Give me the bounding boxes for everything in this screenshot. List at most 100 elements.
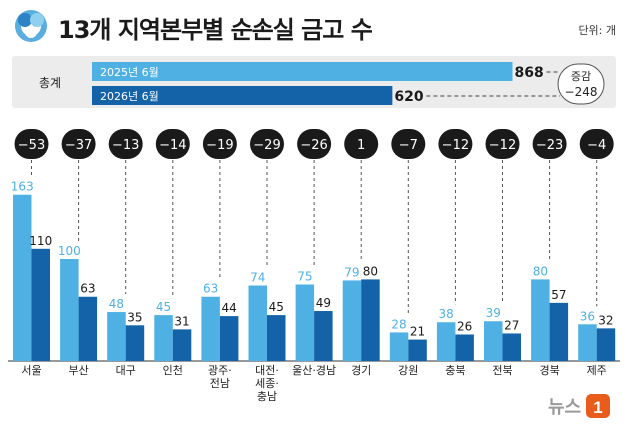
- value-label-2026: 44: [222, 301, 237, 315]
- value-label-2025: 45: [156, 300, 171, 314]
- bar-2025: [107, 312, 126, 361]
- change-value: −4: [587, 138, 606, 153]
- bar-2026: [31, 248, 50, 361]
- change-pill: [250, 129, 284, 159]
- news-logo-icon: [15, 10, 47, 42]
- brand-logo: 뉴스 1: [548, 394, 610, 418]
- bar-2026: [125, 325, 145, 361]
- change-pill: [485, 129, 520, 159]
- bar-2025: [436, 322, 456, 361]
- bar-2025: [342, 280, 362, 361]
- change-value: −53: [18, 138, 45, 153]
- value-label-2026: 31: [174, 314, 189, 328]
- value-label-2026: 45: [269, 300, 284, 314]
- summary-bar: [92, 86, 393, 105]
- summary-change-label: 증감: [571, 70, 591, 83]
- bar-2026: [78, 296, 98, 361]
- bar-2026: [596, 328, 616, 361]
- change-value: −7: [399, 138, 418, 153]
- value-label-2025: 38: [439, 307, 454, 321]
- bar-2025: [531, 279, 550, 361]
- bar-2026: [314, 311, 333, 361]
- chart-title: 13개 지역본부별 순손실 금고 수: [58, 16, 373, 44]
- change-value: −19: [206, 138, 233, 153]
- value-label-2026: 110: [29, 234, 52, 248]
- bar-2026: [502, 333, 521, 361]
- category-label: 서울: [21, 364, 41, 377]
- value-label-2025: 79: [344, 265, 359, 279]
- brand-name: 뉴스: [548, 397, 581, 417]
- brand-mark-badge: [586, 394, 610, 418]
- category-label: 충북: [445, 364, 465, 377]
- value-label-2026: 49: [316, 296, 331, 310]
- change-pill: [155, 129, 190, 159]
- category-label: 광주·: [208, 364, 232, 377]
- category-label: 강원: [398, 364, 418, 377]
- change-pill: [297, 129, 332, 159]
- change-pill: [532, 129, 567, 159]
- bar-2025: [154, 315, 173, 361]
- bar-2025: [248, 285, 267, 361]
- bar-2025: [389, 332, 409, 361]
- summary-bar-value: 868: [514, 65, 543, 81]
- category-label: 전북: [492, 364, 512, 377]
- value-label-2026: 35: [127, 310, 142, 324]
- unit-label: 단위: 개: [578, 24, 616, 37]
- bar-2025: [484, 321, 503, 361]
- category-label: 경북: [539, 364, 559, 377]
- category-label: 인천: [163, 363, 183, 377]
- summary-change-pill: [557, 63, 605, 105]
- change-value: −23: [536, 138, 563, 153]
- value-label-2025: 48: [109, 297, 124, 311]
- change-pill: [14, 129, 49, 159]
- change-value: −37: [65, 138, 92, 153]
- change-pill: [391, 129, 426, 159]
- category-label: 대구: [116, 364, 136, 377]
- bar-2026: [455, 334, 474, 361]
- bar-2026: [549, 302, 569, 361]
- change-pill: [61, 129, 96, 159]
- bar-2026: [267, 315, 286, 361]
- bar-2026: [361, 279, 380, 361]
- value-label-2026: 63: [80, 282, 95, 296]
- summary-bar-value: 620: [394, 89, 423, 105]
- category-label: 부산: [68, 364, 88, 377]
- change-pill: [579, 129, 614, 159]
- value-label-2026: 21: [410, 325, 425, 339]
- summary-bar-label: 2026년 6월: [100, 90, 159, 103]
- category-label: 세종·: [255, 377, 279, 390]
- value-label-2025: 74: [250, 271, 265, 285]
- change-value: −14: [159, 138, 186, 153]
- value-label-2026: 32: [598, 313, 613, 327]
- value-label-2025: 63: [203, 282, 218, 296]
- change-value: −12: [489, 138, 516, 153]
- category-label: 제주: [587, 364, 607, 377]
- value-label-2025: 28: [391, 317, 406, 331]
- summary-change-value: −248: [565, 85, 598, 99]
- value-label-2025: 80: [533, 264, 548, 278]
- summary-label: 총계: [39, 76, 61, 90]
- bar-2026: [219, 316, 239, 361]
- value-label-2026: 80: [363, 264, 378, 278]
- bar-2026: [408, 339, 427, 361]
- change-pill: [344, 129, 379, 159]
- change-pill: [202, 129, 237, 159]
- change-value: −26: [300, 138, 327, 153]
- category-label: 전남: [210, 377, 230, 390]
- value-label-2025: 75: [297, 270, 312, 284]
- bar-2025: [578, 324, 597, 361]
- change-pill: [438, 129, 473, 159]
- value-label-2025: 36: [580, 309, 595, 323]
- bar-2025: [295, 284, 315, 361]
- value-label-2026: 26: [457, 319, 472, 333]
- bar-2026: [172, 329, 192, 361]
- summary-bar: [92, 62, 513, 81]
- value-label-2025: 100: [58, 244, 81, 258]
- change-value: −12: [442, 138, 469, 153]
- bar-2025: [60, 259, 79, 361]
- summary-bar-label: 2025년 6월: [100, 66, 159, 79]
- brand-mark: 1: [593, 398, 602, 417]
- bar-2025: [13, 194, 32, 361]
- value-label-2026: 27: [504, 318, 519, 332]
